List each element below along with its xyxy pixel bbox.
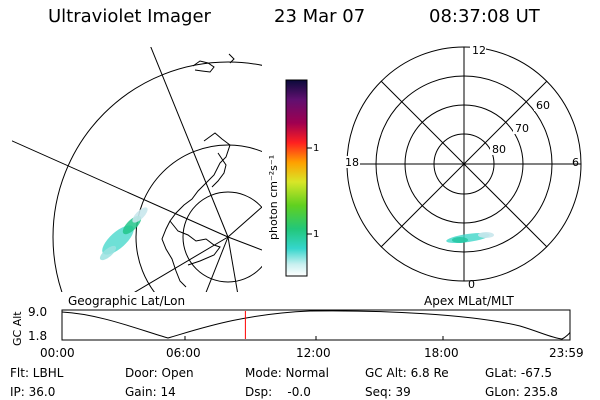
x-tick-label: 18:00	[424, 346, 459, 360]
geo-coastline	[192, 60, 215, 73]
geo-lat-circle	[135, 144, 262, 292]
label-bg	[490, 143, 506, 155]
apex-polar-plot: 12 18 6 0 60 70 80	[342, 45, 582, 291]
aurora-emission-geo	[99, 207, 148, 261]
label-bg	[513, 122, 529, 134]
mlt-label-0: 0	[468, 278, 475, 291]
geo-meridian	[205, 236, 229, 292]
date-label: 23 Mar 07	[274, 6, 366, 27]
geo-meridian	[134, 236, 229, 292]
geo-coastline	[211, 152, 227, 188]
mlat-label-60: 60	[536, 99, 550, 112]
label-bg	[470, 45, 486, 56]
geo-coastline	[161, 132, 231, 288]
seq-status: Seq: 39	[365, 385, 411, 399]
geo-meridian	[227, 236, 238, 292]
colorbar-gradient	[285, 79, 308, 277]
geo-panel-label: Geographic Lat/Lon	[68, 294, 186, 308]
colorbar-unit-label: photon cm⁻²s⁻¹	[267, 155, 280, 240]
glat-status: GLat: -67.5	[485, 366, 552, 380]
dsp-status: Dsp: -0.0	[245, 385, 311, 399]
time-label: 08:37:08 UT	[429, 6, 540, 27]
altitude-ylabel: GC Alt	[11, 311, 24, 346]
glon-status: GLon: 235.8	[485, 385, 558, 399]
mlt-label-6: 6	[572, 156, 579, 169]
x-tick-label: 06:00	[166, 346, 201, 360]
geo-meridian	[150, 47, 229, 238]
ip-status: IP: 36.0	[10, 385, 56, 399]
mode-status: Mode: Normal	[245, 366, 329, 380]
door-status: Door: Open	[125, 366, 194, 380]
geo-lat-circle	[182, 191, 262, 283]
altitude-plot-frame	[61, 309, 571, 341]
apex-panel-label: Apex MLat/MLT	[424, 294, 514, 308]
geo-meridian	[12, 140, 229, 238]
altitude-plot: GC Alt 9.0 1.8 00:00 06:00 12:00 18:00 2…	[11, 305, 584, 360]
geo-meridian	[227, 236, 262, 251]
altitude-curve	[61, 310, 571, 340]
apex-meridian	[380, 80, 548, 248]
x-tick-label: 00:00	[40, 346, 75, 360]
geo-coastline	[169, 220, 221, 266]
x-tick-label: 12:00	[296, 346, 331, 360]
mlt-label-18: 18	[345, 156, 359, 169]
gc-alt-status: GC Alt: 6.8 Re	[365, 366, 449, 380]
geo-meridian	[227, 206, 262, 238]
colorbar-tick-label: 10	[313, 229, 320, 240]
colorbar: 100 10 photon cm⁻²s⁻¹	[267, 79, 320, 277]
gain-status: Gain: 14	[125, 385, 176, 399]
mlat-label-80: 80	[492, 143, 506, 156]
altitude-ytick: 9.0	[28, 305, 47, 319]
label-bg	[342, 156, 360, 168]
colorbar-tick-label: 100	[313, 143, 320, 154]
altitude-ytick: 1.8	[28, 329, 47, 343]
geographic-map	[12, 47, 262, 292]
instrument-title: Ultraviolet Imager	[48, 6, 211, 27]
x-tick-label: 23:59	[549, 346, 584, 360]
geo-lat-circle	[52, 61, 262, 292]
label-bg	[534, 99, 550, 111]
mlt-label-12: 12	[472, 45, 486, 57]
mlat-label-70: 70	[515, 122, 529, 135]
filter-status: Flt: LBHL	[10, 366, 64, 380]
aurora-emission-apex	[446, 232, 494, 244]
geo-coastline	[228, 53, 235, 64]
